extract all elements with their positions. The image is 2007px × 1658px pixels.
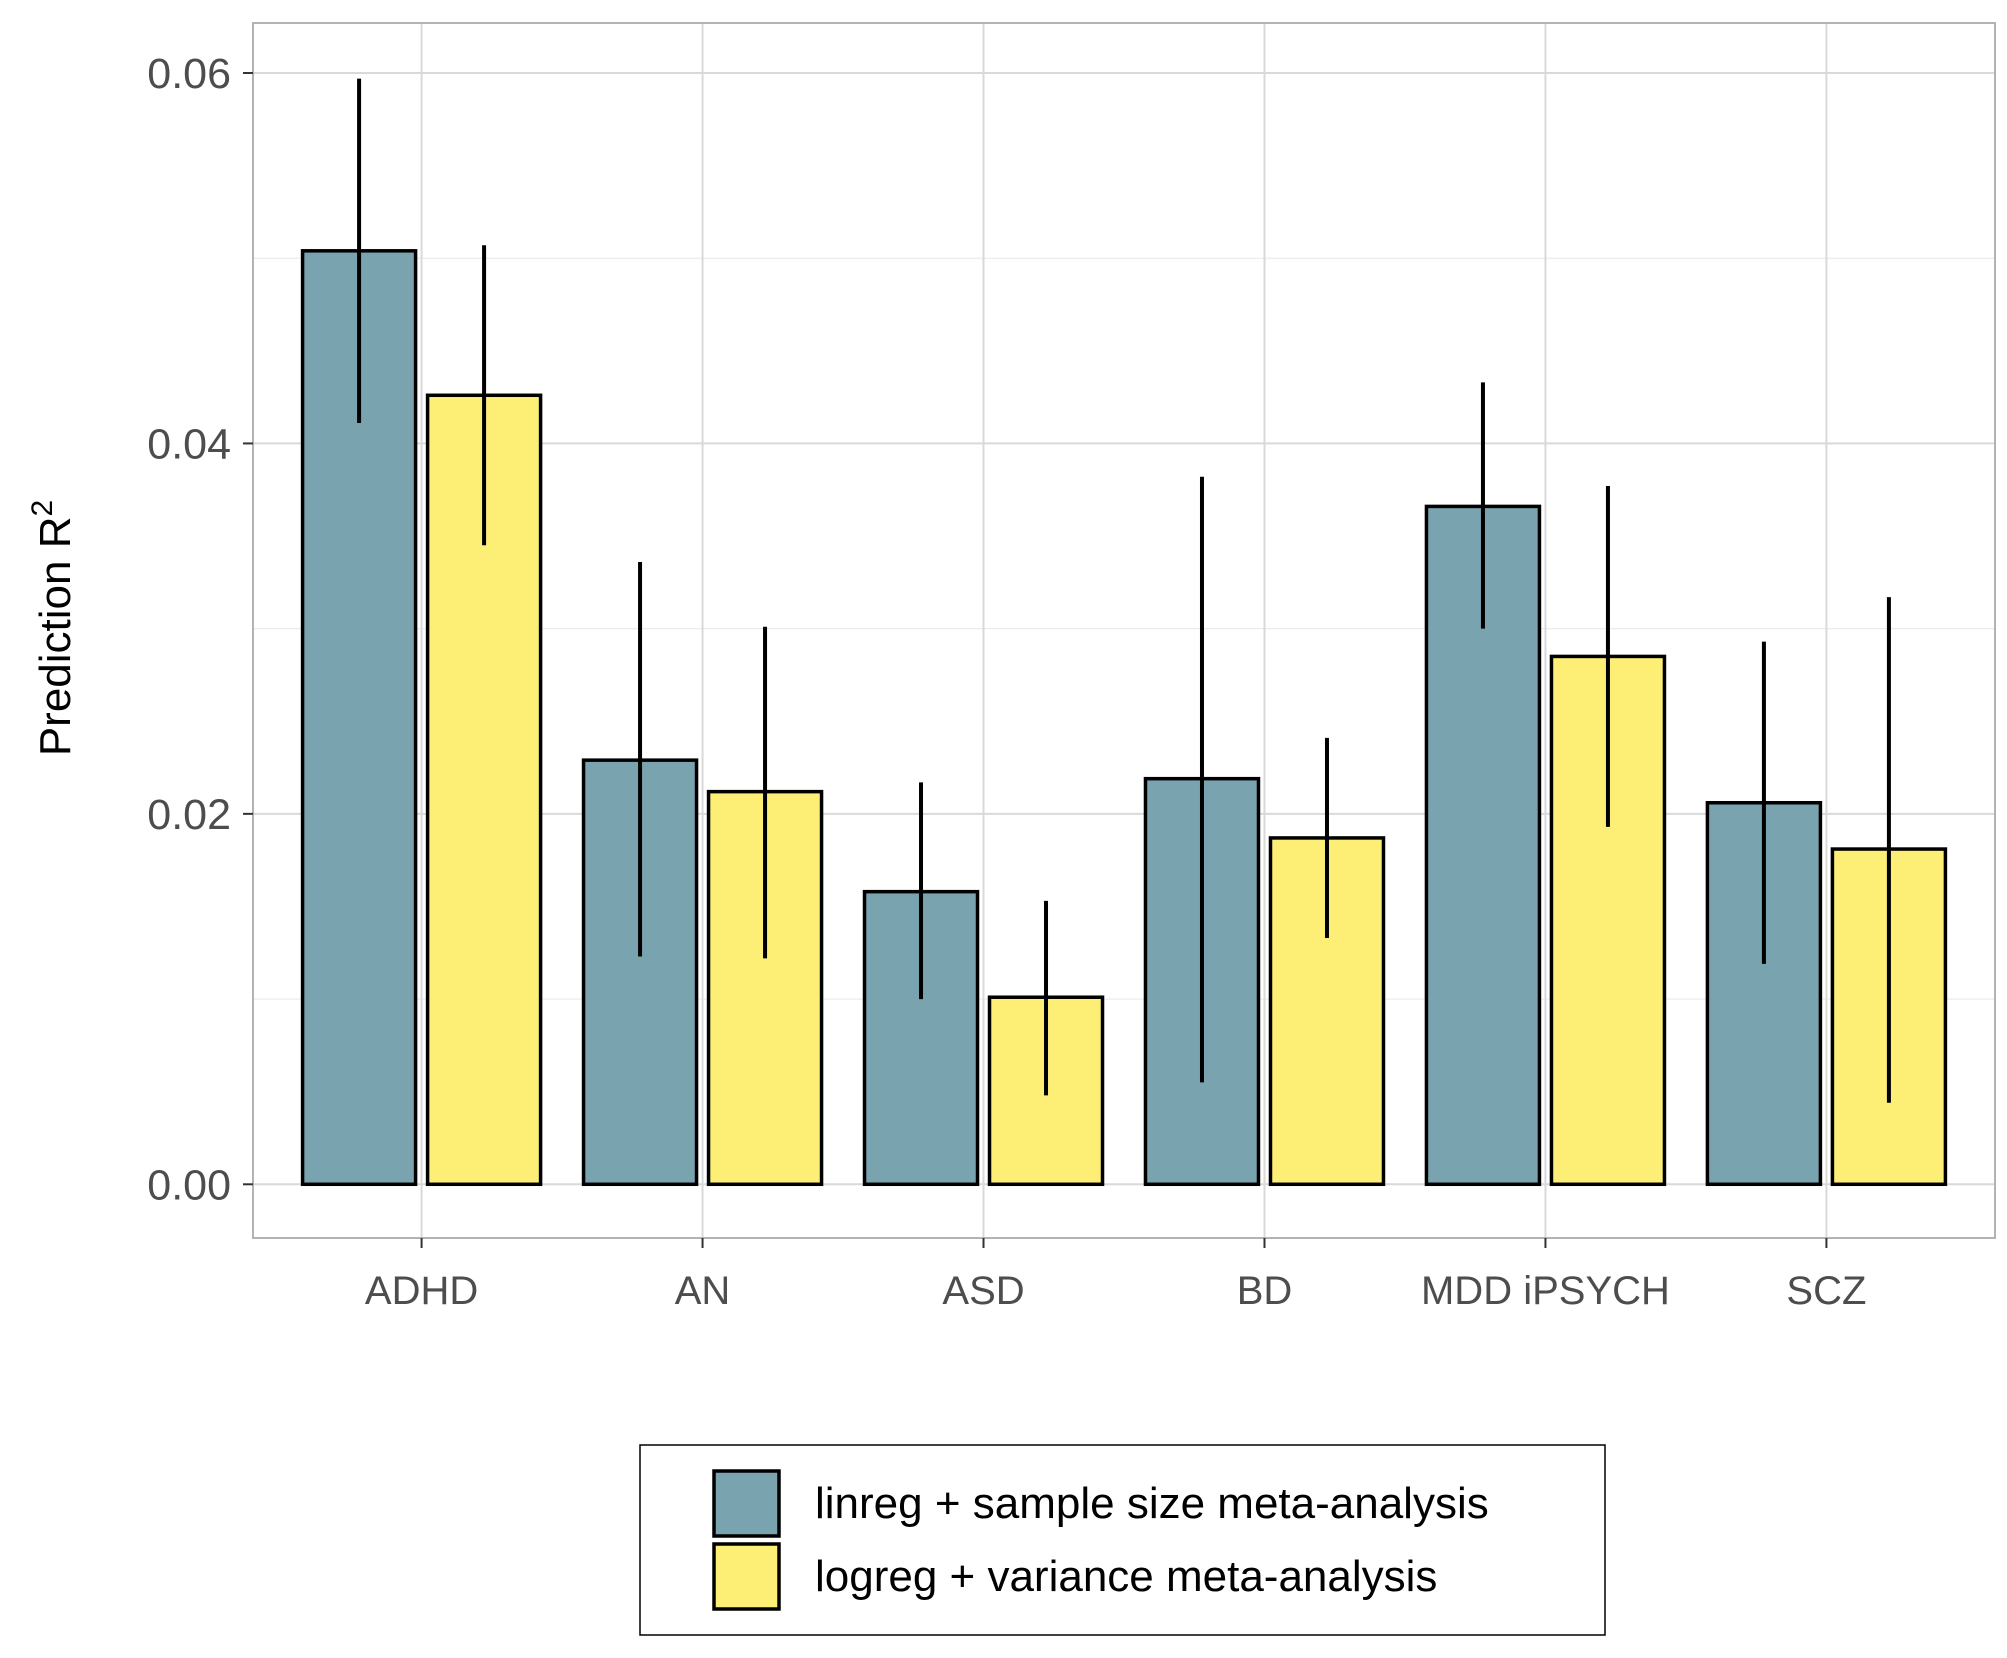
y-axis-ticks: 0.00 0.02 0.04 0.06 (147, 50, 253, 1209)
legend-key-series-1 (712, 1469, 781, 1538)
legend-key-series-2 (712, 1542, 781, 1611)
x-tick-label: ADHD (365, 1269, 478, 1313)
x-tick-label: SCZ (1786, 1269, 1866, 1313)
y-tick-label: 0.04 (147, 420, 231, 468)
y-axis-title-superscript: 2 (26, 500, 59, 517)
x-tick-label: MDD iPSYCH (1421, 1269, 1670, 1313)
y-axis-title-text: Prediction R (31, 517, 80, 757)
y-tick-label: 0.06 (147, 50, 231, 98)
panel-border (252, 22, 1996, 1239)
y-tick-label: 0.02 (147, 791, 231, 839)
grid-major (253, 23, 1995, 1238)
y-tick-label: 0.00 (147, 1161, 231, 1209)
legend-label-series-2: logreg + variance meta-analysis (815, 1552, 1437, 1601)
x-tick-label: BD (1237, 1269, 1293, 1313)
x-tick-label: ASD (942, 1269, 1024, 1313)
bar-adhd-series-1 (300, 249, 418, 1187)
legend: linreg + sample size meta-analysis logreg… (639, 1444, 1606, 1636)
y-axis-title: Prediction R2 (26, 500, 80, 756)
error-bars (357, 78, 1891, 1103)
bar-an-series-1 (581, 758, 699, 1187)
legend-box (639, 1444, 1606, 1636)
x-tick-label: AN (675, 1269, 731, 1313)
grid-minor (253, 257, 1995, 1000)
x-axis-ticks: ADHD AN ASD BD MDD iPSYCH SCZ (365, 1238, 1866, 1313)
legend-label-series-1: linreg + sample size meta-analysis (815, 1479, 1489, 1528)
